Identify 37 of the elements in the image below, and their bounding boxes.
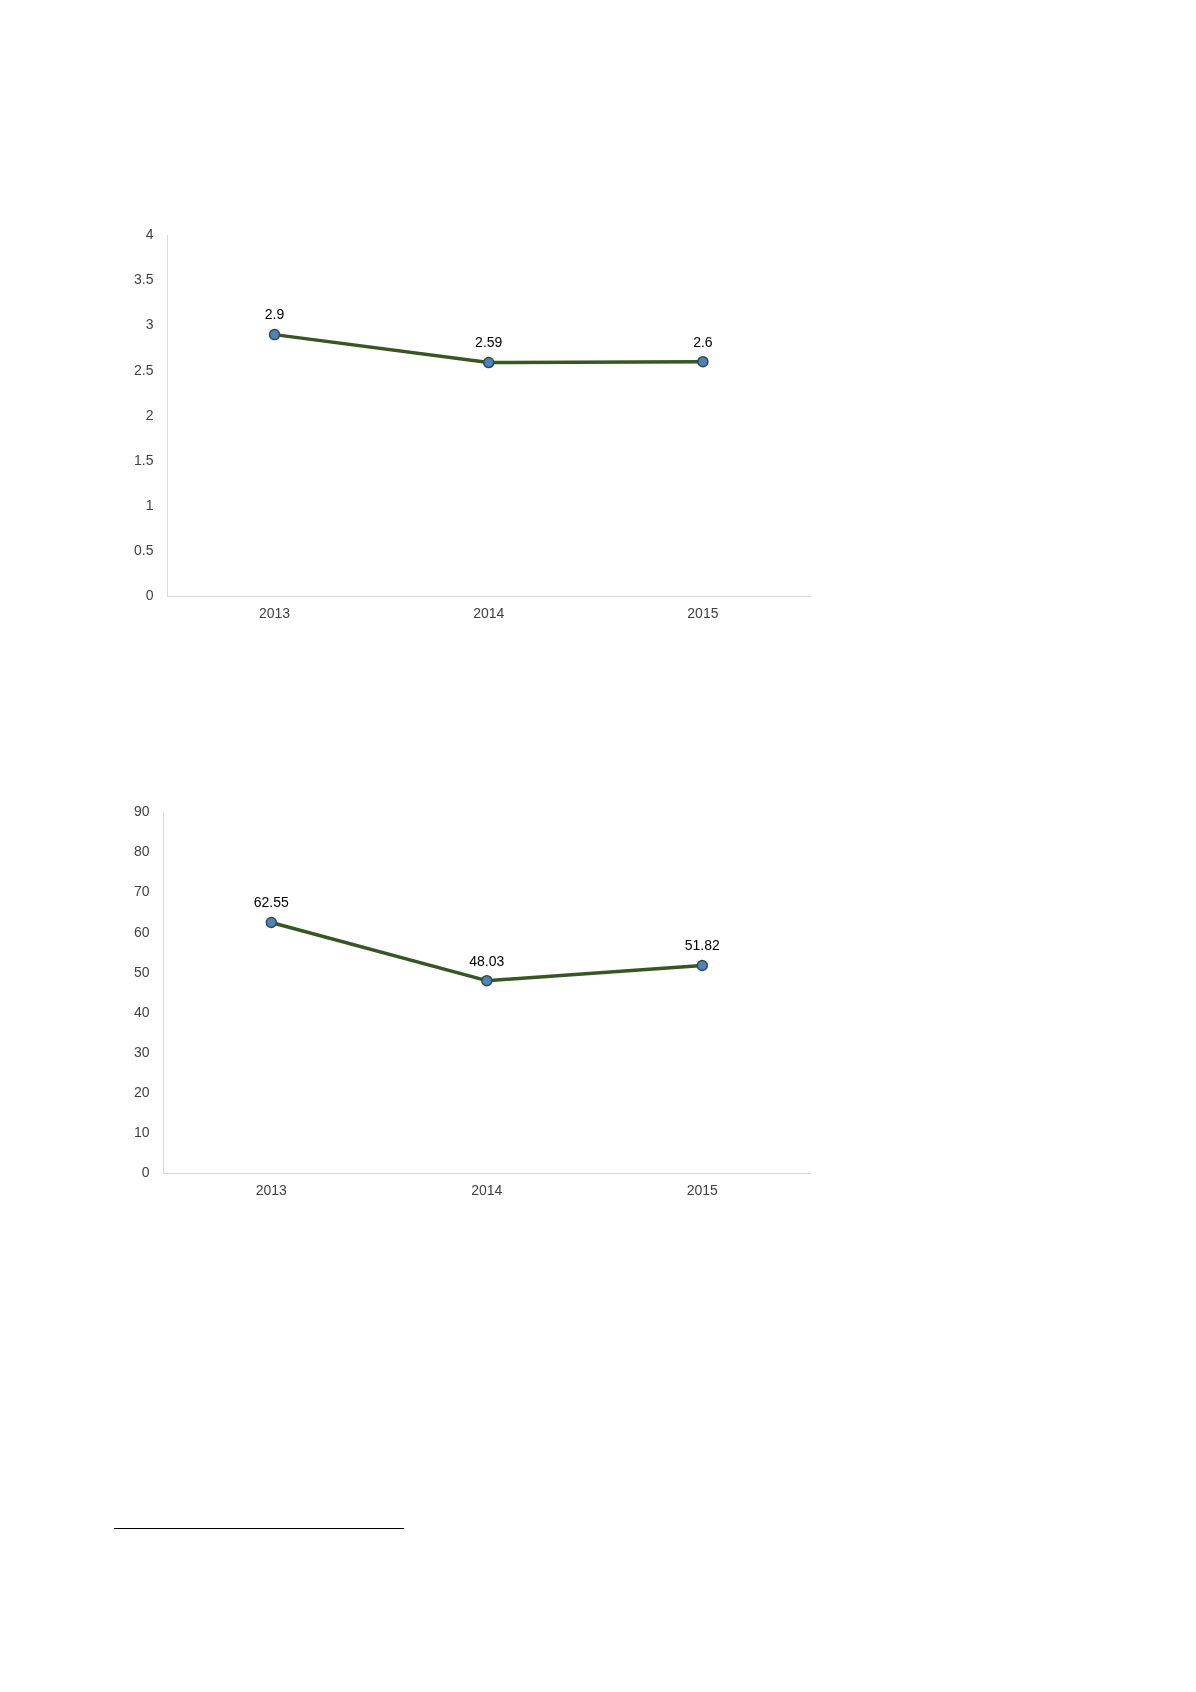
- data-label: 48.03: [469, 952, 505, 969]
- x-tick-label: 2013: [255, 1182, 288, 1199]
- y-tick-label: 1: [145, 496, 154, 513]
- y-tick-label: 4: [145, 226, 154, 243]
- data-label: 2.9: [264, 306, 285, 323]
- data-label: 2.6: [693, 333, 713, 350]
- point: [696, 959, 709, 972]
- y-tick-label: 3: [145, 316, 154, 333]
- y-tick-label: 3.5: [133, 271, 154, 288]
- y-tick-label: 40: [133, 1003, 150, 1020]
- y-tick-label: 1.5: [133, 451, 154, 468]
- y-tick-label: 0: [141, 1164, 150, 1181]
- point: [268, 328, 281, 341]
- y-tick-label: 80: [133, 843, 150, 860]
- x-tick-label: 2015: [686, 1182, 719, 1199]
- y-tick-label: 0.5: [133, 541, 154, 558]
- point: [481, 974, 493, 987]
- data-label: 2.59: [475, 334, 503, 351]
- y-tick-label: 70: [133, 883, 150, 900]
- y-tick-label: 90: [133, 803, 150, 820]
- y-tick-label: 20: [133, 1083, 150, 1100]
- y-tick-label: 2.5: [133, 361, 154, 378]
- point: [482, 356, 495, 369]
- y-tick-label: 2: [145, 406, 154, 423]
- x-tick-label: 2013: [258, 605, 291, 622]
- point: [265, 916, 278, 929]
- data-label: 62.55: [253, 894, 290, 911]
- x-tick-label: 2014: [471, 1182, 503, 1199]
- y-tick-label: 30: [133, 1043, 150, 1060]
- y-tick-label: 60: [133, 923, 150, 940]
- data-label: 51.82: [684, 937, 720, 954]
- y-tick-label: 10: [133, 1123, 150, 1140]
- x-tick-label: 2015: [687, 605, 719, 622]
- point: [697, 355, 709, 368]
- y-tick-label: 0: [145, 587, 154, 604]
- y-tick-label: 50: [133, 963, 150, 980]
- x-tick-label: 2014: [473, 605, 505, 622]
